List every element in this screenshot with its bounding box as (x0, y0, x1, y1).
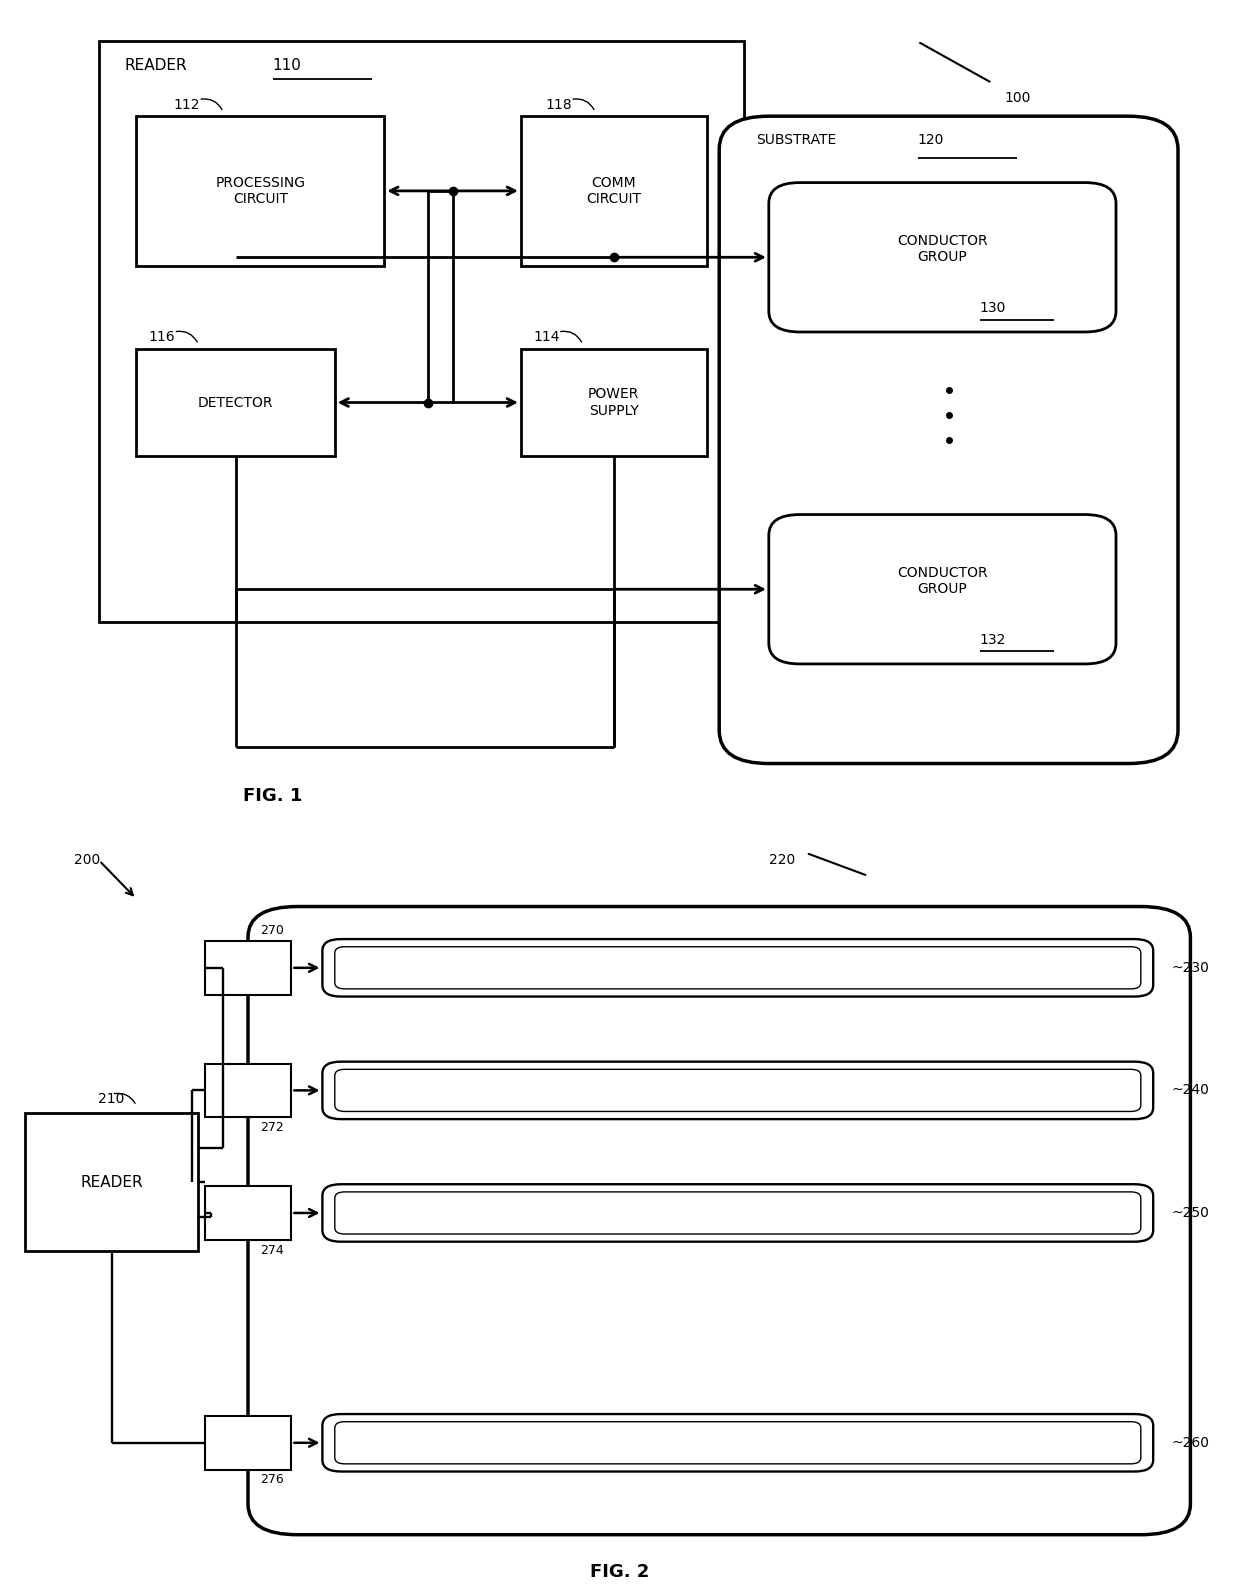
Text: 274: 274 (260, 1243, 284, 1256)
Text: COMM
CIRCUIT: COMM CIRCUIT (587, 176, 641, 206)
Text: 130: 130 (980, 302, 1006, 316)
Text: 272: 272 (260, 1120, 284, 1135)
Text: ~260: ~260 (1172, 1436, 1210, 1449)
Text: 112: 112 (174, 97, 200, 112)
Text: ~250: ~250 (1172, 1207, 1210, 1219)
FancyBboxPatch shape (322, 1061, 1153, 1119)
Text: DETECTOR: DETECTOR (198, 396, 273, 410)
FancyBboxPatch shape (248, 907, 1190, 1535)
Text: 120: 120 (918, 132, 944, 147)
Text: PROCESSING
CIRCUIT: PROCESSING CIRCUIT (216, 176, 305, 206)
Text: ~230: ~230 (1172, 961, 1210, 975)
FancyBboxPatch shape (335, 946, 1141, 990)
FancyBboxPatch shape (719, 117, 1178, 763)
FancyBboxPatch shape (136, 117, 384, 265)
Text: FIG. 1: FIG. 1 (243, 787, 303, 804)
FancyBboxPatch shape (769, 514, 1116, 664)
Text: CONDUCTOR
GROUP: CONDUCTOR GROUP (897, 567, 988, 595)
FancyBboxPatch shape (322, 1184, 1153, 1242)
Text: SUBSTRATE: SUBSTRATE (756, 132, 837, 147)
Text: 200: 200 (74, 852, 100, 867)
Text: 114: 114 (533, 330, 559, 345)
Text: FIG. 2: FIG. 2 (590, 1562, 650, 1580)
Text: 276: 276 (260, 1473, 284, 1486)
Text: 110: 110 (273, 57, 301, 73)
FancyBboxPatch shape (335, 1422, 1141, 1464)
Text: 100: 100 (1004, 91, 1030, 105)
Text: 270: 270 (260, 924, 284, 937)
FancyBboxPatch shape (25, 1114, 198, 1251)
Text: READER: READER (81, 1175, 143, 1189)
FancyBboxPatch shape (205, 1063, 291, 1117)
FancyBboxPatch shape (335, 1069, 1141, 1111)
FancyBboxPatch shape (136, 348, 335, 456)
FancyBboxPatch shape (521, 348, 707, 456)
FancyBboxPatch shape (205, 942, 291, 994)
FancyBboxPatch shape (205, 1416, 291, 1470)
FancyBboxPatch shape (769, 182, 1116, 332)
Text: READER: READER (124, 57, 187, 73)
FancyBboxPatch shape (335, 1192, 1141, 1234)
Text: POWER
SUPPLY: POWER SUPPLY (588, 388, 640, 418)
FancyBboxPatch shape (99, 41, 744, 622)
Text: 118: 118 (546, 97, 572, 112)
Text: ~240: ~240 (1172, 1084, 1210, 1098)
Text: 132: 132 (980, 634, 1006, 648)
Text: 116: 116 (149, 330, 175, 345)
FancyBboxPatch shape (205, 1186, 291, 1240)
Text: CONDUCTOR
GROUP: CONDUCTOR GROUP (897, 235, 988, 263)
Text: 220: 220 (769, 852, 795, 867)
Text: 210: 210 (98, 1092, 125, 1106)
FancyBboxPatch shape (521, 117, 707, 265)
FancyBboxPatch shape (322, 1414, 1153, 1472)
FancyBboxPatch shape (322, 938, 1153, 996)
